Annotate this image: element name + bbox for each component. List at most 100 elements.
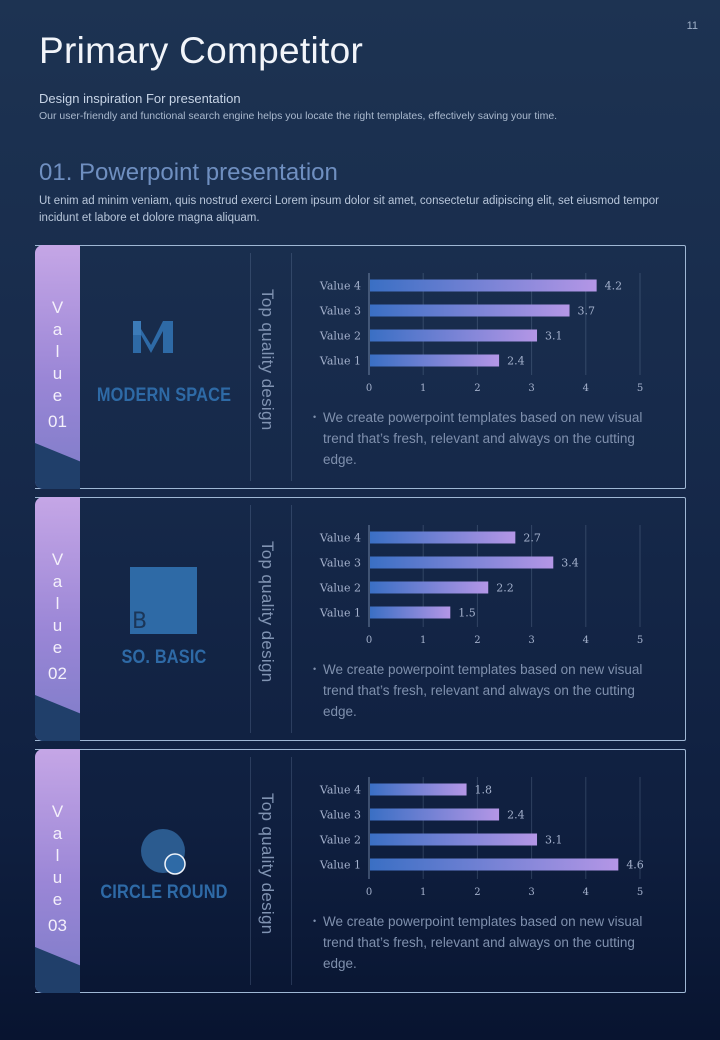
brand-logo-area: B SO. BASIC: [83, 497, 245, 741]
divider: [250, 505, 251, 733]
brand-logo-area: CIRCLE ROUND: [83, 749, 245, 993]
divider: [250, 253, 251, 481]
tab-letter: V: [51, 298, 64, 317]
x-tick-label: 1: [420, 887, 426, 898]
x-tick-label: 0: [366, 887, 372, 898]
bar-chart-1: 0 1 2 3 4 5 Value 4 4.2 Value 3 3.7 Value 2 3.1 Valu…: [319, 273, 643, 394]
data-label: 2.4: [507, 809, 525, 822]
value-tab: V a l u e 01: [35, 245, 80, 489]
x-tick-label: 0: [366, 635, 372, 646]
section-description: Ut enim ad minim veniam, quis nostrud ex…: [39, 195, 659, 224]
category-label: Value 3: [319, 305, 361, 318]
tab-number: 01: [48, 412, 67, 431]
bar: [370, 279, 597, 292]
x-tick-label: 5: [637, 635, 643, 646]
tab-number: 02: [48, 664, 67, 683]
x-tick-label: 3: [528, 635, 534, 646]
x-tick-label: 0: [366, 383, 372, 394]
competitor-card-1: V a l u e 01 MODERN SPACE Top quality de…: [35, 245, 686, 489]
bar: [370, 304, 570, 317]
category-label: Value 4: [319, 532, 361, 545]
bar: [370, 833, 538, 846]
x-tick-label: 1: [420, 635, 426, 646]
value-tab: V a l u e 03: [35, 749, 80, 993]
divider: [250, 757, 251, 985]
tab-letter: u: [52, 616, 63, 635]
bar: [370, 581, 489, 594]
tab-letter: e: [52, 890, 63, 909]
category-label: Value 2: [319, 330, 361, 343]
logo-letter: B: [132, 609, 148, 634]
card-frame: [35, 749, 686, 993]
page-subdescription: Our user-friendly and functional search …: [39, 110, 558, 122]
vertical-label: Top quality design: [258, 289, 277, 431]
vertical-label: Top quality design: [258, 541, 277, 683]
page-title: Primary Competitor: [39, 30, 364, 71]
data-label: 1.5: [458, 607, 476, 620]
x-tick-label: 2: [474, 887, 480, 898]
competitor-card-3: V a l u e 03 CIRCLE ROUND Top quality de…: [35, 749, 686, 993]
tab-foot-decoration: [35, 947, 80, 993]
data-label: 3.1: [545, 834, 563, 847]
tab-letter: e: [52, 386, 63, 405]
bullet-icon: •: [313, 664, 317, 674]
bar-chart-2: 0 1 2 3 4 5 Value 4 2.7 Value 3 3.4 Value 2 2.2 Valu…: [319, 525, 643, 646]
bullet-text: • We create powerpoint templates based o…: [313, 407, 668, 470]
data-label: 1.8: [475, 784, 493, 797]
data-label: 4.2: [605, 280, 623, 293]
letter-m-logo-icon: [133, 321, 173, 353]
x-tick-label: 5: [637, 383, 643, 394]
vertical-label: Top quality design: [258, 793, 277, 935]
tab-letter: e: [52, 638, 63, 657]
data-label: 3.4: [561, 557, 579, 570]
divider: [291, 253, 292, 481]
data-label: 3.1: [545, 330, 563, 343]
bar: [370, 556, 554, 569]
category-label: Value 4: [319, 280, 361, 293]
data-label: 3.7: [578, 305, 596, 318]
category-label: Value 2: [319, 582, 361, 595]
bar: [370, 808, 500, 821]
bar: [370, 329, 538, 342]
bullet-text: • We create powerpoint templates based o…: [313, 911, 668, 974]
category-label: Value 3: [319, 809, 361, 822]
square-b-logo-icon: B: [130, 567, 197, 634]
x-tick-label: 2: [474, 635, 480, 646]
bar: [370, 783, 467, 796]
x-tick-label: 2: [474, 383, 480, 394]
bullet-paragraph: We create powerpoint templates based on …: [323, 410, 643, 467]
circle-logo-icon: [141, 829, 186, 875]
bullet-text: • We create powerpoint templates based o…: [313, 659, 668, 722]
data-label: 4.6: [626, 859, 644, 872]
tab-letter: l: [55, 594, 60, 613]
tab-letters: V a l u e: [35, 801, 80, 911]
card-frame: [35, 245, 686, 489]
bullet-icon: •: [313, 412, 317, 422]
bar: [370, 531, 516, 544]
x-tick-label: 4: [583, 635, 589, 646]
tab-letter: a: [52, 824, 63, 843]
bullet-paragraph: We create powerpoint templates based on …: [323, 914, 643, 971]
tab-foot-decoration: [35, 695, 80, 741]
tab-letter: u: [52, 868, 63, 887]
page-number: 11: [686, 20, 698, 32]
x-tick-label: 4: [583, 383, 589, 394]
brand-name: MODERN SPACE: [96, 385, 232, 406]
data-label: 2.4: [507, 355, 525, 368]
x-tick-label: 5: [637, 887, 643, 898]
tab-letter: V: [51, 550, 64, 569]
brand-logo-area: MODERN SPACE: [83, 245, 245, 489]
data-label: 2.7: [523, 532, 541, 545]
x-tick-label: 1: [420, 383, 426, 394]
card-frame: [35, 497, 686, 741]
category-label: Value 3: [319, 557, 361, 570]
brand-name: CIRCLE ROUND: [100, 882, 228, 903]
divider: [291, 505, 292, 733]
category-label: Value 1: [319, 859, 361, 872]
tab-letters: V a l u e: [35, 549, 80, 659]
bullet-icon: •: [313, 916, 317, 926]
bullet-paragraph: We create powerpoint templates based on …: [323, 662, 643, 719]
category-label: Value 1: [319, 607, 361, 620]
category-label: Value 2: [319, 834, 361, 847]
section-title: 01. Powerpoint presentation: [39, 159, 338, 186]
